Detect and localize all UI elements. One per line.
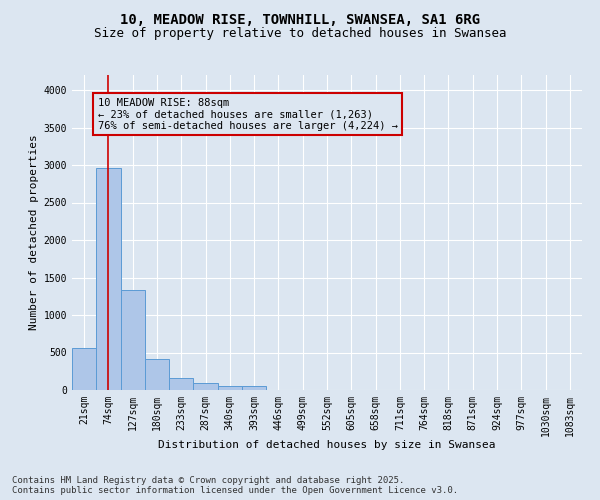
Bar <box>121 290 145 390</box>
Text: Contains HM Land Registry data © Crown copyright and database right 2025.
Contai: Contains HM Land Registry data © Crown c… <box>12 476 458 495</box>
Bar <box>96 168 121 390</box>
Bar <box>242 386 266 390</box>
Text: 10, MEADOW RISE, TOWNHILL, SWANSEA, SA1 6RG: 10, MEADOW RISE, TOWNHILL, SWANSEA, SA1 … <box>120 12 480 26</box>
Y-axis label: Number of detached properties: Number of detached properties <box>29 134 40 330</box>
Text: Size of property relative to detached houses in Swansea: Size of property relative to detached ho… <box>94 28 506 40</box>
Bar <box>218 386 242 390</box>
Bar <box>145 359 169 390</box>
X-axis label: Distribution of detached houses by size in Swansea: Distribution of detached houses by size … <box>158 440 496 450</box>
Bar <box>169 378 193 390</box>
Text: 10 MEADOW RISE: 88sqm
← 23% of detached houses are smaller (1,263)
76% of semi-d: 10 MEADOW RISE: 88sqm ← 23% of detached … <box>97 98 398 130</box>
Bar <box>72 348 96 390</box>
Bar <box>193 383 218 390</box>
